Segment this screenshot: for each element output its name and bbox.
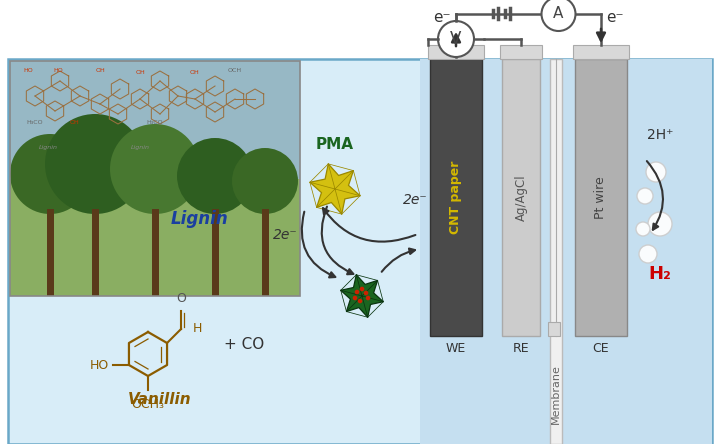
Text: A: A (553, 7, 564, 21)
Text: WE: WE (446, 342, 466, 355)
Bar (500, 45, 542, 59)
Text: 2e⁻: 2e⁻ (273, 228, 297, 242)
Text: Lignin: Lignin (38, 145, 58, 150)
Text: HO: HO (23, 68, 33, 73)
Text: 2H⁺: 2H⁺ (647, 128, 673, 142)
Circle shape (639, 245, 657, 263)
Text: Pt wire: Pt wire (595, 176, 608, 219)
Bar (92, 209, 99, 296)
Text: OH: OH (95, 68, 105, 73)
Circle shape (637, 188, 653, 204)
Text: 2e⁻: 2e⁻ (402, 193, 428, 207)
Circle shape (45, 114, 145, 214)
Text: Vanillin: Vanillin (128, 392, 192, 407)
Polygon shape (310, 164, 360, 214)
Circle shape (364, 291, 369, 295)
Bar (548, 322, 560, 336)
Text: V: V (450, 30, 462, 48)
Bar (10, 61, 300, 179)
Text: Lignin: Lignin (130, 145, 150, 150)
Text: PMA: PMA (316, 137, 354, 152)
Bar (152, 209, 159, 296)
Bar (212, 209, 219, 296)
Bar (573, 45, 629, 59)
Text: HO: HO (53, 68, 63, 73)
Circle shape (646, 162, 666, 182)
Bar (575, 59, 627, 336)
Text: HO: HO (90, 358, 109, 372)
Circle shape (10, 134, 90, 214)
Bar (550, 59, 562, 444)
Text: OCH: OCH (228, 68, 242, 73)
Circle shape (232, 148, 298, 214)
Text: Membrane: Membrane (551, 364, 561, 424)
Text: Ag/AgCl: Ag/AgCl (515, 174, 528, 221)
Bar (430, 59, 482, 336)
Circle shape (636, 222, 650, 236)
Circle shape (358, 299, 362, 303)
Circle shape (360, 287, 364, 291)
Bar (10, 61, 300, 296)
Bar (10, 179, 300, 296)
Text: RE: RE (513, 342, 529, 355)
Bar (47, 209, 54, 296)
Bar (502, 59, 540, 336)
Text: e⁻: e⁻ (433, 10, 451, 25)
Text: e⁻: e⁻ (606, 10, 624, 25)
Text: OH: OH (190, 70, 200, 75)
Text: OH: OH (135, 70, 145, 75)
Polygon shape (341, 275, 383, 317)
Bar (420, 59, 712, 444)
Circle shape (366, 296, 370, 300)
Text: CNT paper: CNT paper (449, 161, 462, 234)
Text: H₂: H₂ (649, 265, 672, 283)
Circle shape (648, 212, 672, 236)
Circle shape (353, 296, 357, 300)
Text: + CO: + CO (224, 337, 264, 352)
Bar (262, 209, 269, 296)
Text: O: O (176, 292, 186, 305)
Text: H₃CO: H₃CO (27, 120, 43, 125)
Text: OH: OH (70, 120, 80, 125)
Circle shape (541, 0, 575, 31)
Text: Lignin: Lignin (171, 210, 229, 228)
Text: CE: CE (593, 342, 609, 355)
Bar (8, 59, 712, 444)
Text: H₃CO: H₃CO (147, 120, 163, 125)
Text: OCH₃: OCH₃ (132, 398, 164, 411)
Text: H: H (193, 322, 202, 336)
Circle shape (177, 138, 253, 214)
Circle shape (438, 21, 474, 57)
Circle shape (355, 289, 359, 294)
Bar (428, 45, 484, 59)
Circle shape (110, 124, 200, 214)
